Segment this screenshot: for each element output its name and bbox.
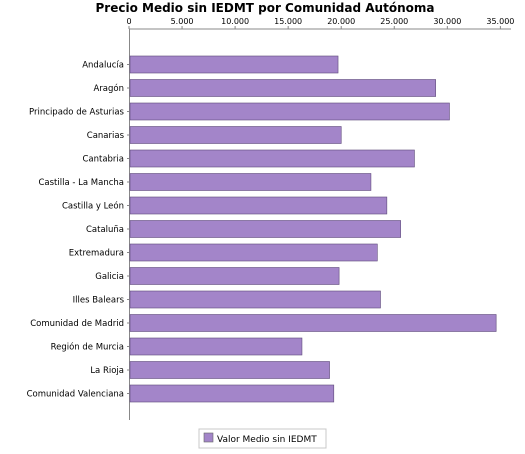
bar (129, 55, 339, 74)
bar (129, 361, 330, 379)
bar (129, 220, 401, 238)
x-tick-label: 10.000 (221, 17, 249, 26)
bar (129, 102, 450, 121)
category-label: Castilla y León (62, 201, 124, 212)
category-labels: Andalucía Aragón Principado de Asturias Can… (27, 61, 129, 400)
category-label: Aragón (93, 83, 124, 94)
legend-label: Valor Medio sin IEDMT (217, 435, 317, 445)
bar (129, 149, 415, 168)
x-tick-label: 0 (126, 17, 131, 26)
category-label: La Rioja (90, 366, 124, 376)
bar (129, 79, 436, 97)
bar (129, 314, 497, 332)
bar (129, 384, 335, 403)
category-label: Castilla - La Mancha (38, 178, 124, 188)
x-tick-label: 30.000 (433, 17, 461, 26)
bar (129, 196, 388, 215)
bar (129, 126, 342, 144)
legend-box (198, 428, 327, 449)
category-label: Comunidad Valenciana (27, 390, 124, 400)
x-tick-label: 5.000 (171, 17, 194, 26)
category-label: Andalucía (82, 61, 124, 71)
category-label: Principado de Asturias (29, 108, 125, 118)
category-label: Extremadura (69, 249, 124, 259)
x-tick-label: 15.000 (274, 17, 302, 26)
bars (129, 55, 497, 403)
x-axis: 0 5.000 10.000 15.000 20.000 25.000 30.000 35.0… (126, 17, 514, 420)
bar (129, 173, 372, 191)
category-label: Galicia (95, 272, 124, 282)
category-label: Cantabria (82, 155, 124, 165)
legend-swatch (203, 432, 214, 443)
x-tick-label: 35.000 (486, 17, 514, 26)
chart-title: Precio Medio sin IEDMT por Comunidad Aut… (96, 1, 435, 15)
bar (129, 337, 303, 356)
category-label: Illes Balears (73, 296, 125, 306)
category-label: Región de Murcia (51, 342, 124, 353)
category-label: Cataluña (86, 225, 124, 235)
category-label: Canarias (87, 131, 125, 141)
legend: Valor Medio sin IEDMT (198, 428, 327, 449)
category-label: Comunidad de Madrid (30, 319, 124, 329)
x-tick-label: 25.000 (380, 17, 408, 26)
x-tick-label: 20.000 (327, 17, 355, 26)
bar (129, 267, 340, 285)
bar (129, 243, 378, 262)
bar (129, 290, 381, 309)
